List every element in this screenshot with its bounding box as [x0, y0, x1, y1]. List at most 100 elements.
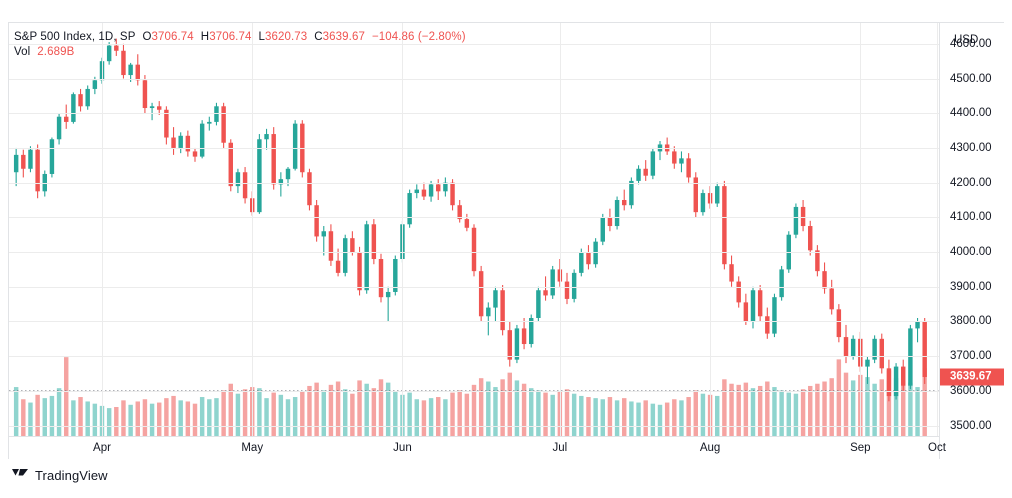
volume-bar [722, 379, 727, 436]
chart-pane[interactable] [9, 23, 939, 436]
candle-body [836, 309, 842, 338]
candle-body [865, 359, 870, 367]
time-axis[interactable]: Apr May Jun Jul Aug Sep Oct [9, 436, 946, 459]
volume-bar [385, 382, 391, 436]
candle-body [285, 168, 291, 180]
candle-body [586, 252, 591, 265]
candle-body [343, 238, 348, 273]
candle-body [672, 151, 677, 164]
volume-bar [49, 395, 55, 436]
candle-body [922, 321, 927, 377]
volume-bar [650, 403, 656, 436]
volume-bar [643, 400, 648, 436]
candle-body [114, 45, 119, 51]
volume-bar [893, 378, 899, 436]
volume-bar [750, 388, 756, 436]
volume-bar [800, 389, 806, 436]
volume-bar [586, 397, 591, 436]
volume-bar [872, 383, 877, 436]
candle-body [428, 184, 434, 197]
candle-body [357, 252, 362, 291]
volume-bar [901, 380, 906, 436]
volume-bar [135, 401, 140, 436]
candle-body [328, 231, 334, 261]
candle-body [743, 302, 749, 322]
candle-body [500, 290, 505, 331]
volume-bar [743, 382, 749, 436]
candle-body [679, 158, 684, 164]
gridline-horizontal [9, 182, 939, 184]
candle-body [700, 193, 706, 213]
volume-bar [271, 392, 276, 436]
volume-bar [13, 387, 19, 436]
volume-bar [779, 390, 784, 436]
candle-body [736, 281, 741, 303]
gridline-vertical [252, 23, 254, 436]
candle-body [364, 224, 369, 291]
volume-bar [171, 395, 176, 436]
candle-body [271, 134, 276, 185]
candle-body [407, 193, 412, 225]
volume-bar [343, 389, 348, 436]
candle-body [71, 94, 76, 122]
time-tick-label: Aug [699, 442, 721, 454]
candle-body [521, 328, 527, 345]
candle-body [915, 321, 920, 329]
candle-body [493, 290, 498, 308]
volume-bar [693, 390, 698, 436]
chart-frame: USD 4600.00 4500.00 4400.00 4300.00 4200.00 4… [8, 22, 1004, 459]
candle-body [793, 206, 799, 235]
volume-bar [106, 408, 112, 436]
volume-bar [56, 388, 62, 436]
candlestick-series [9, 38, 939, 436]
volume-bar [285, 399, 291, 436]
volume-bar [149, 403, 155, 436]
candle-body [121, 50, 126, 76]
candle-body [471, 227, 477, 272]
volume-bar [207, 399, 212, 436]
volume-bar [815, 383, 820, 436]
candle-body [149, 106, 155, 109]
gridline-vertical [937, 23, 938, 436]
candle-body [779, 269, 784, 298]
candle-body [28, 149, 33, 169]
volume-bar [428, 398, 434, 436]
volume-bar [786, 392, 791, 436]
volume-bar [865, 377, 870, 436]
candle-body [421, 189, 427, 197]
volume-bar [192, 403, 198, 436]
gridline-vertical [559, 23, 561, 436]
volume-bar [521, 383, 527, 436]
candle-body [142, 80, 148, 109]
volume-bar [85, 401, 90, 436]
volume-bar [729, 383, 734, 436]
volume-bar [300, 391, 305, 436]
price-axis[interactable]: USD 4600.00 4500.00 4400.00 4300.00 4200.00 4… [939, 23, 1004, 459]
candle-body [808, 226, 813, 251]
gridline-horizontal [9, 321, 939, 323]
volume-bar [593, 398, 598, 436]
gridline-horizontal [9, 147, 939, 149]
candle-body [235, 172, 241, 187]
volume-bar [471, 384, 477, 436]
tradingview-logo-icon [12, 469, 29, 482]
gridline-horizontal [9, 286, 939, 288]
candle-body [757, 290, 763, 317]
volume-bar [364, 383, 369, 436]
volume-bar [757, 385, 763, 436]
volume-bar [600, 399, 605, 436]
volume-bar [35, 394, 40, 436]
candle-body [385, 291, 391, 298]
price-tick-label: 4000.00 [950, 246, 992, 259]
volume-bar [808, 385, 813, 436]
volume-bar [242, 389, 248, 436]
volume-bar [579, 395, 584, 436]
candle-body [507, 330, 512, 360]
price-tick-label: 3500.00 [950, 419, 992, 432]
volume-bar [836, 359, 842, 436]
candle-body [393, 259, 398, 292]
candle-body [457, 205, 462, 220]
volume-bar [529, 388, 534, 436]
volume-bar [121, 400, 126, 436]
volume-bar [436, 397, 441, 436]
